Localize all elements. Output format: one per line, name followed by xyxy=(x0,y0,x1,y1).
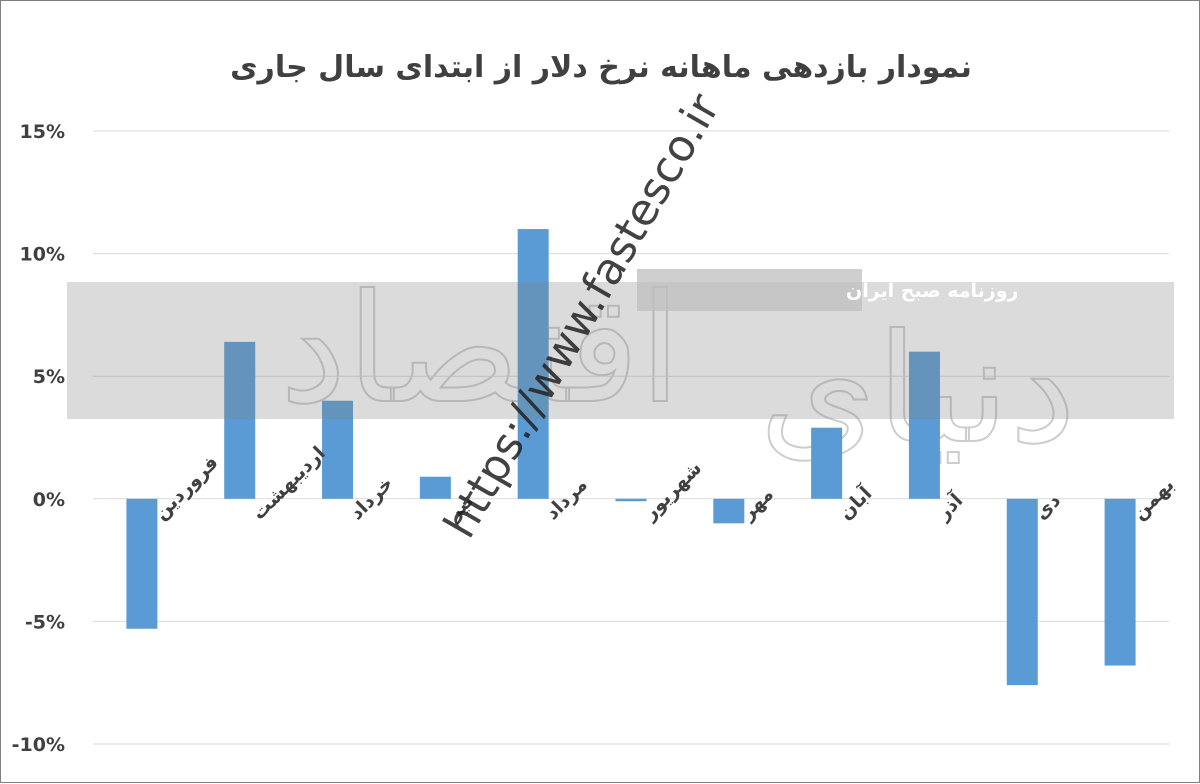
y-tick-label: 15% xyxy=(20,121,65,143)
bar xyxy=(126,498,158,629)
watermark-band-label-bg xyxy=(637,269,862,311)
bar xyxy=(224,341,256,499)
bar xyxy=(517,229,549,499)
watermark-band xyxy=(67,282,1174,419)
bar xyxy=(322,400,354,499)
bar xyxy=(419,476,451,499)
bar xyxy=(1104,498,1136,666)
x-tick-label: اردیبهشت xyxy=(248,442,330,524)
x-tick-label: شهریور xyxy=(638,457,706,525)
bars xyxy=(126,229,1136,686)
y-axis-ticks: 15% 10% 5% 0% -5% -10% xyxy=(12,121,65,756)
bar xyxy=(713,498,745,524)
y-tick-label: 5% xyxy=(33,366,65,388)
x-tick-label: فروردین xyxy=(150,452,223,525)
y-tick-label: 0% xyxy=(33,489,65,511)
y-tick-label: -10% xyxy=(12,734,65,756)
bar xyxy=(1006,498,1038,686)
grid-lines xyxy=(93,130,1169,745)
watermark-band-text: روزنامه صبح ایران xyxy=(846,280,1018,302)
bar xyxy=(811,427,843,499)
chart-title: نمودار بازدهی ماهانه نرخ دلار از ابتدای … xyxy=(230,50,972,85)
y-tick-label: 10% xyxy=(20,244,65,266)
bar xyxy=(615,498,647,502)
bar xyxy=(908,351,940,499)
y-tick-label: -5% xyxy=(25,611,65,633)
